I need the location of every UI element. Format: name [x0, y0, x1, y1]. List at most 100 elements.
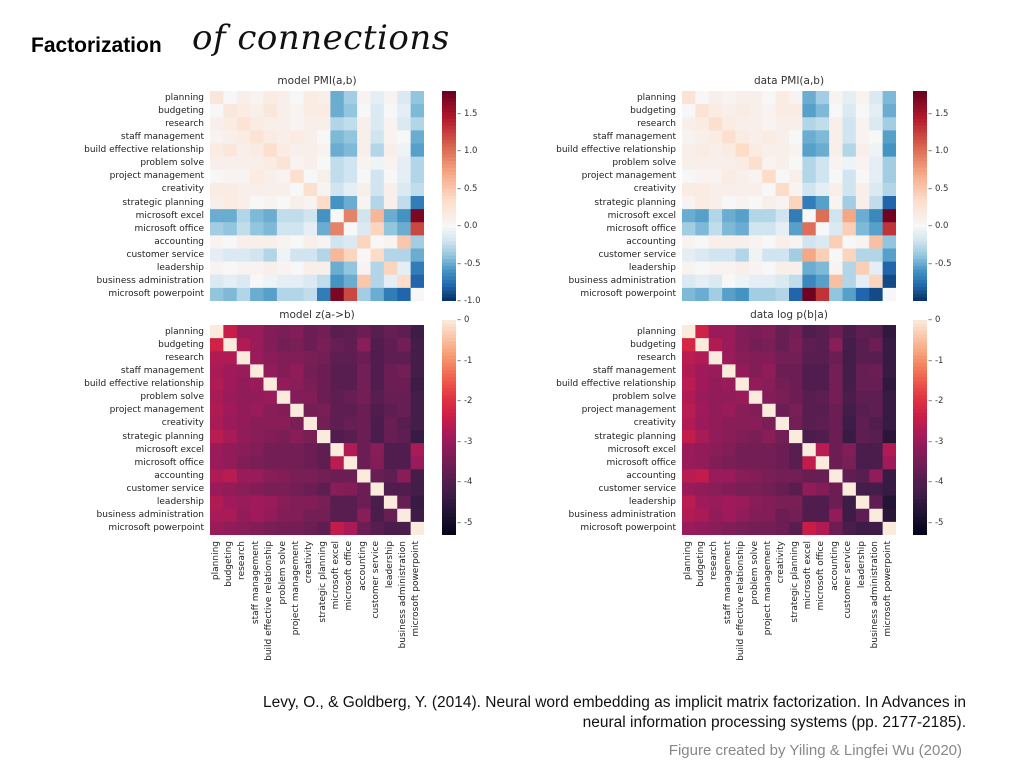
colorbar	[913, 320, 927, 535]
heatmap-cell	[303, 169, 318, 184]
heatmap-cell	[842, 325, 857, 339]
heatmap-cell	[330, 91, 345, 105]
heatmap-cell	[815, 143, 830, 158]
heatmap-cell	[735, 169, 750, 184]
heatmap-cell	[775, 287, 790, 301]
heatmap-cell	[735, 521, 750, 535]
row-tick-label: accounting	[154, 236, 204, 247]
row-tick-label: staff management	[120, 131, 204, 142]
heatmap-cell	[410, 364, 424, 378]
heatmap-cell	[775, 430, 790, 444]
heatmap-cell	[210, 482, 224, 497]
heatmap-cell	[842, 482, 857, 497]
row-tick-label: creativity	[161, 184, 204, 195]
heatmap-cell	[343, 130, 358, 144]
heatmap-cell	[882, 235, 896, 249]
row-tick-label: business administration	[96, 276, 204, 287]
heatmap-cell	[762, 274, 777, 289]
heatmap-cell	[789, 351, 803, 365]
heatmap-cell	[330, 143, 345, 158]
heatmap-cell	[397, 182, 412, 197]
heatmap-cell	[223, 235, 238, 249]
heatmap-cell	[869, 456, 884, 470]
heatmap-cell	[370, 338, 385, 352]
heatmap-cell	[263, 377, 278, 392]
column-tick-label: customer service	[843, 541, 854, 619]
heatmap-cell	[789, 274, 803, 289]
heatmap-cell	[855, 169, 870, 184]
heatmap-cell	[250, 495, 264, 510]
heatmap-cell	[303, 521, 318, 535]
row-tick-label: microsoft excel	[135, 444, 204, 455]
heatmap-cell	[869, 182, 884, 197]
heatmap-cell	[290, 508, 305, 523]
row-tick-label: leadership	[628, 497, 676, 508]
heatmap-cell	[842, 235, 857, 249]
heatmap-cell	[855, 104, 870, 118]
column-tick-label: build effective relationship	[264, 541, 275, 661]
colorbar	[913, 91, 927, 301]
heatmap-cell	[250, 482, 264, 497]
heatmap-cell	[383, 156, 398, 171]
heatmap-cell	[882, 156, 896, 171]
heatmap-cell	[842, 364, 857, 378]
heatmap-cell	[370, 430, 385, 444]
heatmap-cell	[223, 443, 238, 457]
heatmap-cell	[855, 416, 870, 431]
heatmap-cell	[695, 482, 710, 497]
heatmap-cell	[735, 156, 750, 171]
heatmap-cell	[357, 351, 371, 365]
heatmap-cell	[303, 182, 318, 197]
heatmap-cell	[263, 325, 278, 339]
heatmap-cell	[343, 508, 358, 523]
heatmap-cell	[735, 209, 750, 223]
row-tick-label: microsoft excel	[607, 210, 676, 221]
heatmap-cell	[357, 443, 371, 457]
heatmap-cell	[276, 143, 291, 158]
heatmap-cell	[722, 196, 736, 210]
heatmap-cell	[762, 416, 777, 431]
heatmap-cell	[882, 261, 896, 276]
heatmap-cell	[410, 248, 424, 263]
heatmap-cell	[842, 117, 857, 131]
heatmap-cell	[762, 117, 777, 131]
heatmap-cell	[748, 261, 763, 276]
heatmap-cell	[789, 156, 803, 171]
heatmap-cell	[397, 469, 412, 483]
heatmap-cell	[762, 91, 777, 105]
heatmap-cell	[748, 456, 763, 470]
heatmap-cell	[695, 261, 710, 276]
heatmap-cell	[250, 130, 264, 144]
heatmap-cell	[815, 182, 830, 197]
heatmap-cell	[250, 287, 264, 301]
heatmap-cell	[276, 443, 291, 457]
colorbar-tick-label: – -3	[928, 436, 944, 447]
heatmap-cell	[250, 390, 264, 405]
heatmap-cell	[842, 495, 857, 510]
heatmap-cell	[383, 469, 398, 483]
heatmap-cell	[695, 364, 710, 378]
heatmap-cell	[397, 222, 412, 236]
heatmap-cell	[236, 169, 251, 184]
heatmap-cell	[223, 261, 238, 276]
heatmap-cell	[343, 364, 358, 378]
heatmap-cell	[317, 248, 331, 263]
heatmap-cell	[789, 91, 803, 105]
heatmap-cell	[748, 222, 763, 236]
heatmap-cell	[343, 390, 358, 405]
heatmap-cell	[236, 403, 251, 418]
heatmap-cell	[236, 495, 251, 510]
heatmap-cell	[357, 156, 371, 171]
row-tick-label: planning	[636, 326, 676, 337]
heatmap-cell	[317, 261, 331, 276]
heatmap-cell	[882, 287, 896, 301]
row-tick-label: business administration	[96, 510, 204, 521]
heatmap-cell	[855, 91, 870, 105]
heatmap-title: data log p(b|a)	[750, 309, 828, 321]
heatmap-cell	[210, 521, 224, 535]
heatmap-cell	[762, 209, 777, 223]
heatmap-cell	[869, 351, 884, 365]
heatmap-cell	[762, 482, 777, 497]
colorbar	[442, 91, 456, 301]
heatmap-cell	[842, 169, 857, 184]
